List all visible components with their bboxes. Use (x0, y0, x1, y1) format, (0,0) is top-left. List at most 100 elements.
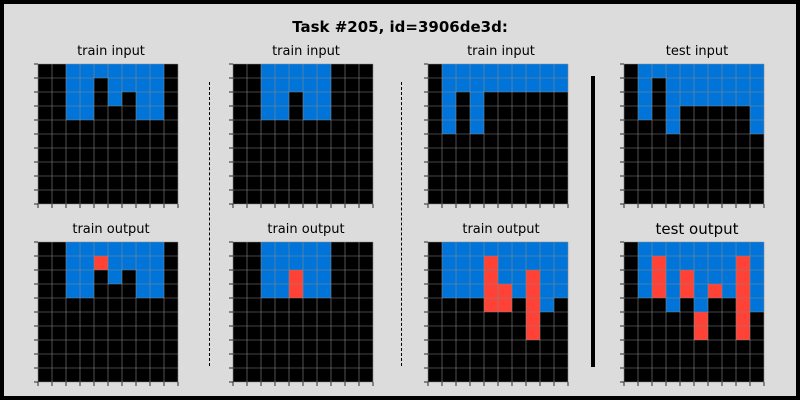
grid-cell (428, 312, 442, 326)
grid-cell (680, 120, 694, 134)
grid-cell (331, 242, 345, 256)
grid-cell (52, 106, 66, 120)
grid-cell (470, 176, 484, 190)
grid-cell (247, 148, 261, 162)
grid-cell (442, 148, 456, 162)
grid-cell (498, 256, 512, 270)
grid-cell (750, 92, 764, 106)
grid-cell (345, 298, 359, 312)
grid-cell (694, 242, 708, 256)
grid-cell (554, 78, 568, 92)
grid-cell (484, 368, 498, 382)
grid-cell (261, 134, 275, 148)
grid-cell (359, 340, 373, 354)
grid-cell (470, 284, 484, 298)
grid-cell (247, 354, 261, 368)
grid-cell (708, 284, 722, 298)
grid-cell (722, 190, 736, 204)
grid-cell (66, 106, 80, 120)
grid-cell (359, 162, 373, 176)
grid-cell (52, 270, 66, 284)
grid-cell (540, 64, 554, 78)
grid-cell (94, 64, 108, 78)
grid-cell (331, 298, 345, 312)
grid-cell (233, 312, 247, 326)
grid-cell (680, 256, 694, 270)
grid-cell (442, 64, 456, 78)
grid-cell (428, 256, 442, 270)
grid-cell (150, 368, 164, 382)
grid-cell (736, 340, 750, 354)
grid-cell (722, 354, 736, 368)
grid-cell (261, 326, 275, 340)
grid-cell (470, 106, 484, 120)
grid-cell (722, 256, 736, 270)
grid-cell (289, 106, 303, 120)
grid-cell (736, 326, 750, 340)
grid-cell (442, 368, 456, 382)
grid-cell (750, 148, 764, 162)
grid-cell (526, 134, 540, 148)
grid-cell (345, 92, 359, 106)
grid-cell (122, 190, 136, 204)
grid-cell (470, 64, 484, 78)
grid-cell (317, 134, 331, 148)
grid-cell (484, 312, 498, 326)
grid-cell (359, 298, 373, 312)
grid-cell (303, 326, 317, 340)
grid-cell (722, 312, 736, 326)
grid-cell (666, 368, 680, 382)
grid-cell (484, 256, 498, 270)
grid-cell (233, 64, 247, 78)
grid-cell (736, 242, 750, 256)
grid-cell (512, 190, 526, 204)
grid-cell (694, 298, 708, 312)
grid-cell (512, 326, 526, 340)
grid-cell (150, 326, 164, 340)
grid-cell (247, 190, 261, 204)
grid-cell (233, 78, 247, 92)
grid-cell (261, 148, 275, 162)
grid-cell (638, 256, 652, 270)
grid-cell (708, 326, 722, 340)
grid-cell (261, 284, 275, 298)
grid-cell (554, 284, 568, 298)
grid-cell (108, 134, 122, 148)
grid-cell (303, 270, 317, 284)
grid-cell (456, 298, 470, 312)
grid-cell (666, 134, 680, 148)
grid-cell (638, 92, 652, 106)
grid-cell (80, 298, 94, 312)
grid-cell (275, 134, 289, 148)
grid-cell (108, 78, 122, 92)
grid-cell (275, 64, 289, 78)
grid-cell (428, 242, 442, 256)
grid-cell (289, 326, 303, 340)
grid-cell (456, 270, 470, 284)
grid-cell (80, 64, 94, 78)
grid-cell (498, 270, 512, 284)
grid-cell (261, 242, 275, 256)
grid-cell (247, 284, 261, 298)
grid-cell (540, 270, 554, 284)
grid-cell (233, 148, 247, 162)
grid-cell (442, 354, 456, 368)
grid-cell (317, 354, 331, 368)
grid-cell (638, 354, 652, 368)
grid-cell (470, 134, 484, 148)
grid-cell (526, 298, 540, 312)
grid-cell (624, 64, 638, 78)
grid-cell (470, 242, 484, 256)
grid-cell (554, 340, 568, 354)
grid-cell (428, 340, 442, 354)
grid-cell (554, 326, 568, 340)
grid-cell (624, 242, 638, 256)
grid-cell (750, 120, 764, 134)
grid-cell (442, 176, 456, 190)
grid-cell (498, 242, 512, 256)
grid-cell (470, 354, 484, 368)
grid-cell (512, 106, 526, 120)
grid-cell (94, 106, 108, 120)
grid-cell (736, 148, 750, 162)
grid-cell (345, 162, 359, 176)
